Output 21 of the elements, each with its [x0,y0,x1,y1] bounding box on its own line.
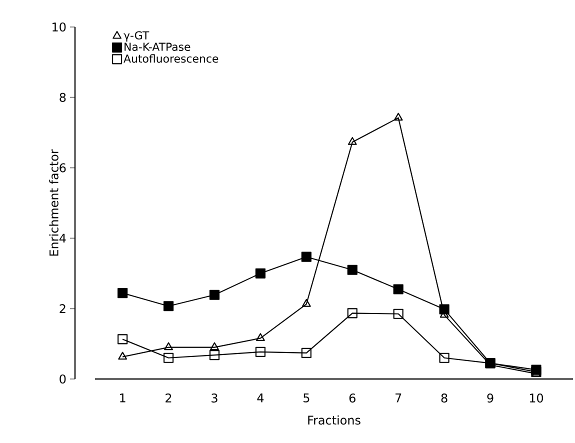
y-axis-title: Enrichment factor [49,149,58,256]
y-tick-label: 8 [60,92,66,102]
x-tick-label: 7 [396,394,402,402]
y-tick-label: 2 [60,304,66,314]
x-axis-title: Fractions [308,415,360,425]
legend-label: γ-GT [124,31,150,42]
x-tick-label: 1 [120,394,126,402]
y-tick-label: 4 [59,234,66,243]
x-tick-label: 9 [487,394,494,403]
x-tick-label: 6 [349,394,356,403]
x-tick-label: 3 [212,394,218,403]
x-tick-label: 2 [166,394,172,402]
y-tick-label: 0 [60,374,66,384]
y-tick-label: 6 [60,163,66,172]
legend-label: Autofluorescence [124,54,218,63]
x-tick-label: 5 [304,394,310,402]
legend-label: Na-K-ATPase [124,42,190,51]
x-tick-label: 10 [530,394,544,403]
y-tick-label: 10 [52,22,66,32]
x-tick-label: 8 [441,394,448,403]
x-tick-label: 4 [257,394,264,402]
